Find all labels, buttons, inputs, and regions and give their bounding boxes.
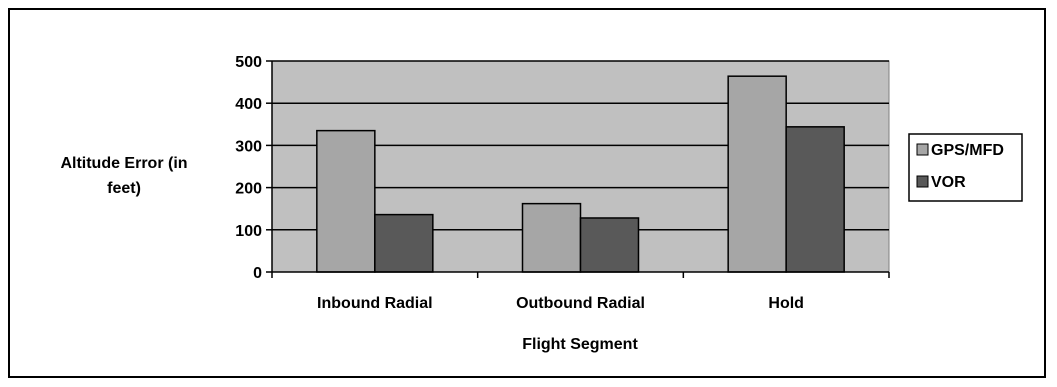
legend-label-vor: VOR [931, 174, 966, 191]
bar-gps-mfd-inbound-radial [316, 129, 376, 273]
x-ticks: Inbound Radial Outbound Radial Hold [271, 272, 890, 312]
y-tick-label-400: 400 [235, 96, 262, 113]
y-tick-label-200: 200 [235, 181, 262, 198]
x-tick-label-outbound-radial: Outbound Radial [516, 295, 645, 312]
bars [316, 75, 845, 273]
y-tick-label-500: 500 [235, 54, 262, 71]
x-tick-label-inbound-radial: Inbound Radial [317, 295, 433, 312]
bar-gps-mfd-hold [727, 75, 787, 273]
y-ticks: 0 100 200 300 400 500 [235, 54, 272, 282]
legend: GPS/MFD VOR [908, 133, 1023, 202]
bar-vor-inbound-radial [374, 213, 434, 273]
legend-swatch-vor [916, 175, 929, 188]
y-tick-label-0: 0 [253, 265, 262, 282]
bar-vor-outbound-radial [579, 217, 640, 273]
bar-vor-hold [785, 126, 845, 273]
y-axis-title-line-2: feet) [107, 180, 141, 197]
bar-gps-mfd-outbound-radial [521, 202, 582, 273]
y-axis-title-line-1: Altitude Error (in [60, 155, 187, 172]
x-tick-label-hold: Hold [768, 295, 804, 312]
y-tick-label-100: 100 [235, 223, 262, 240]
legend-swatch-gps-mfd [916, 143, 929, 156]
legend-label-gps-mfd: GPS/MFD [931, 142, 1004, 159]
y-tick-label-300: 300 [235, 138, 262, 155]
x-axis-title: Flight Segment [522, 336, 638, 353]
